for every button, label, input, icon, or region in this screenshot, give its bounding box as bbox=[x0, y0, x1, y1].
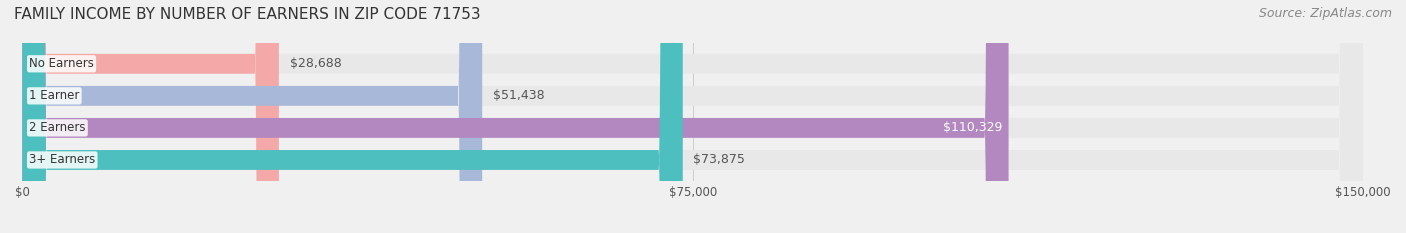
FancyBboxPatch shape bbox=[22, 0, 1364, 233]
Text: $73,875: $73,875 bbox=[693, 154, 745, 166]
FancyBboxPatch shape bbox=[22, 0, 1008, 233]
Text: FAMILY INCOME BY NUMBER OF EARNERS IN ZIP CODE 71753: FAMILY INCOME BY NUMBER OF EARNERS IN ZI… bbox=[14, 7, 481, 22]
FancyBboxPatch shape bbox=[22, 0, 278, 233]
Text: $51,438: $51,438 bbox=[494, 89, 544, 102]
FancyBboxPatch shape bbox=[22, 0, 1364, 233]
Text: 2 Earners: 2 Earners bbox=[30, 121, 86, 134]
Text: $110,329: $110,329 bbox=[942, 121, 1002, 134]
Text: $28,688: $28,688 bbox=[290, 57, 342, 70]
Text: Source: ZipAtlas.com: Source: ZipAtlas.com bbox=[1258, 7, 1392, 20]
Text: No Earners: No Earners bbox=[30, 57, 94, 70]
FancyBboxPatch shape bbox=[22, 0, 1364, 233]
FancyBboxPatch shape bbox=[22, 0, 683, 233]
Text: 1 Earner: 1 Earner bbox=[30, 89, 80, 102]
Text: 3+ Earners: 3+ Earners bbox=[30, 154, 96, 166]
FancyBboxPatch shape bbox=[22, 0, 1364, 233]
FancyBboxPatch shape bbox=[22, 0, 482, 233]
